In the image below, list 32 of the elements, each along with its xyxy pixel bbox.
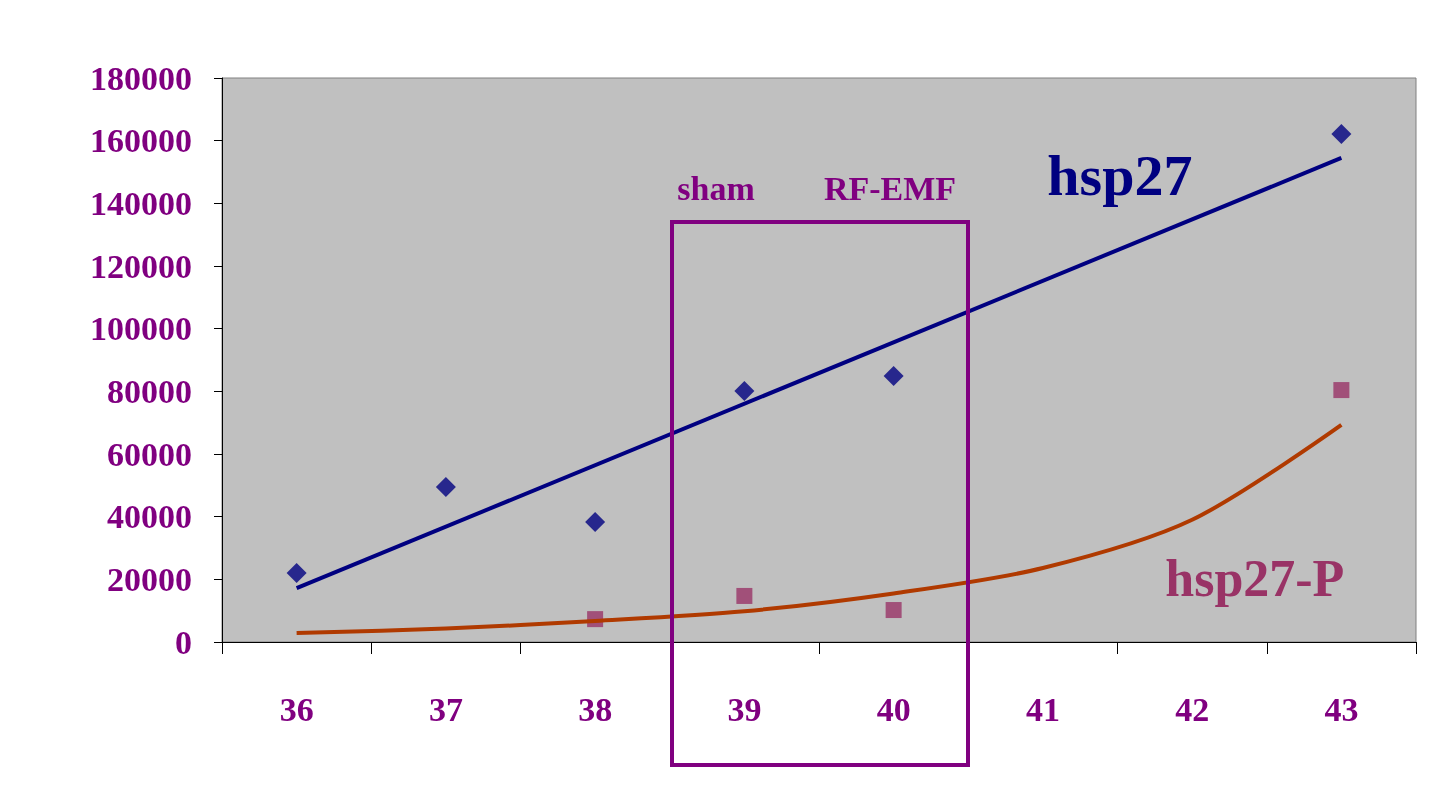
- line-series: [294, 422, 1344, 635]
- y-tick-label: 20000: [107, 560, 192, 598]
- y-tick-label: 180000: [90, 59, 192, 97]
- x-tick-label: 41: [1025, 690, 1060, 728]
- annotation: RF-EMF: [823, 169, 957, 207]
- y-tick-label: 100000: [90, 310, 192, 348]
- y-tick-label: 80000: [107, 372, 192, 410]
- x-tick-label: 37: [428, 690, 463, 728]
- y-tick-label: 60000: [107, 435, 192, 473]
- x-tick-label: 36: [279, 690, 314, 728]
- point: [883, 365, 904, 386]
- point: [1331, 124, 1352, 145]
- x-tick-label: 39: [727, 690, 762, 728]
- x-tick-label: 43: [1324, 690, 1359, 728]
- point: [585, 511, 606, 532]
- point: [286, 563, 307, 584]
- x-tick-label: 38: [578, 690, 613, 728]
- y-tick-label: 0: [175, 623, 192, 661]
- y-tick-label: 120000: [90, 247, 192, 285]
- y-tick-label: 160000: [90, 122, 192, 160]
- y-tick-label: 140000: [90, 184, 192, 222]
- point: [734, 381, 755, 402]
- x-tick-label: 40: [876, 690, 911, 728]
- y-tick-label: 40000: [107, 498, 192, 536]
- point: [736, 587, 753, 604]
- point: [885, 602, 902, 619]
- point: [435, 476, 456, 497]
- text: hsp27: [1047, 142, 1193, 208]
- annotation: sham: [677, 169, 755, 207]
- text: hsp27-P: [1165, 549, 1345, 607]
- x-tick-label: 42: [1175, 690, 1210, 728]
- point: [1333, 382, 1350, 399]
